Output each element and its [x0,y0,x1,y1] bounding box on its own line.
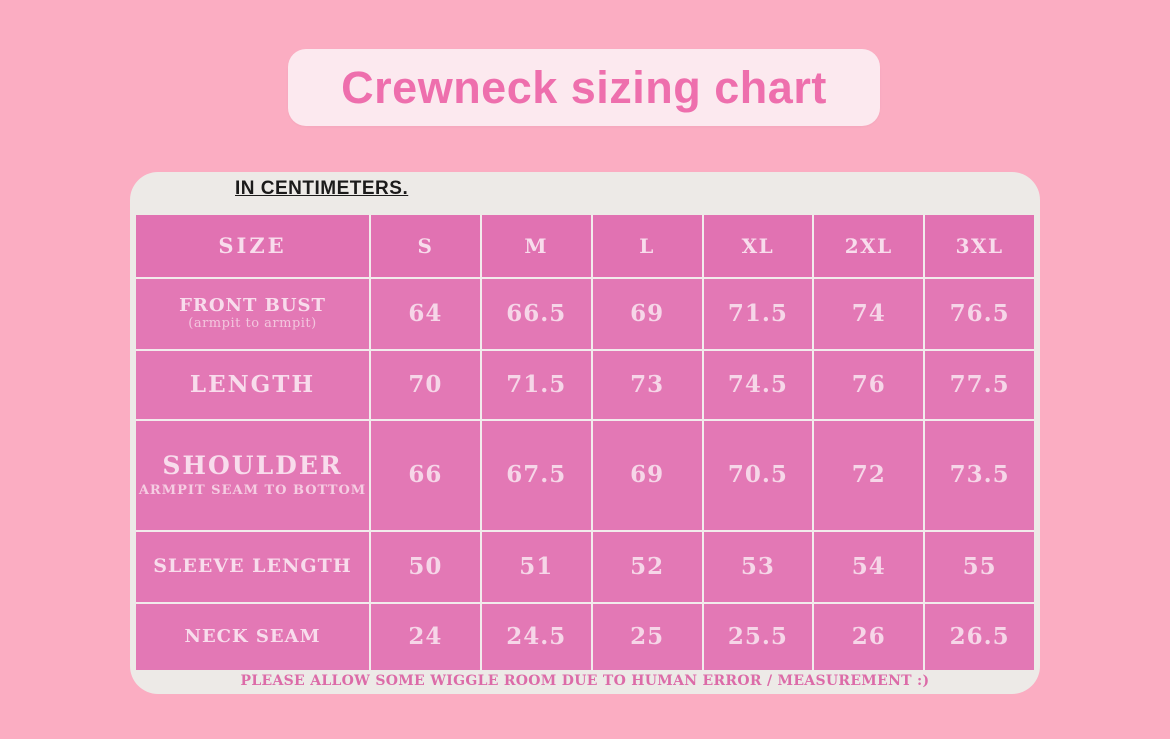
header-cell-l: L [592,215,702,277]
row-label-length: LENGTH [136,351,369,419]
header-cell-size: SIZE [136,215,369,277]
table-cell: 67.5 [481,421,591,530]
table-cell: 66.5 [481,279,591,349]
table-cell: 52 [592,532,702,602]
table-cell: 70 [371,351,480,419]
row-label-sleeve-length: SLEEVE LENGTH [136,532,369,602]
header-cell-2xl: 2XL [814,215,924,277]
header-cell-xl: XL [703,215,813,277]
table-cell: 24 [371,604,480,670]
table-cell: 26.5 [925,604,1034,670]
table-cell: 73.5 [925,421,1034,530]
table-cell: 69 [592,421,702,530]
title-badge: Crewneck sizing chart [288,49,880,126]
row-sublabel-text: ARMPIT SEAM TO BOTTOM [138,482,367,498]
row-label-text: SLEEVE LENGTH [153,555,352,578]
header-cell-m: M [481,215,591,277]
sizing-table: SIZE S M L XL 2XL 3XL FRONT BUST (armpit… [136,215,1034,670]
table-cell: 74 [814,279,924,349]
row-label-text: SHOULDER [162,451,343,481]
table-cell: 53 [703,532,813,602]
table-cell: 71.5 [703,279,813,349]
table-cell: 55 [925,532,1034,602]
row-label-text: LENGTH [189,370,316,398]
table-cell: 24.5 [481,604,591,670]
table-cell: 25 [592,604,702,670]
unit-note: IN CENTIMETERS. [235,178,409,199]
table-cell: 50 [371,532,480,602]
table-cell: 72 [814,421,924,530]
table-cell: 26 [814,604,924,670]
table-cell: 74.5 [703,351,813,419]
row-label-front-bust: FRONT BUST (armpit to armpit) [136,279,369,349]
table-cell: 71.5 [481,351,591,419]
row-label-text: NECK SEAM [184,625,321,647]
table-cell: 64 [371,279,480,349]
row-label-text: FRONT BUST [179,294,326,316]
table-cell: 77.5 [925,351,1034,419]
table-cell: 73 [592,351,702,419]
row-label-neck-seam: NECK SEAM [136,604,369,670]
page-title: Crewneck sizing chart [341,61,827,113]
row-sublabel-text: (armpit to armpit) [188,316,317,332]
header-cell-s: S [371,215,480,277]
table-cell: 76 [814,351,924,419]
table-cell: 25.5 [703,604,813,670]
sizing-chart-card: IN CENTIMETERS. SIZE S M L XL 2XL 3XL FR… [130,172,1040,694]
table-cell: 70.5 [703,421,813,530]
table-cell: 69 [592,279,702,349]
table-cell: 51 [481,532,591,602]
table-cell: 76.5 [925,279,1034,349]
table-cell: 66 [371,421,480,530]
table-cell: 54 [814,532,924,602]
row-label-shoulder: SHOULDER ARMPIT SEAM TO BOTTOM [136,421,369,530]
header-cell-3xl: 3XL [925,215,1034,277]
footer-note: PLEASE ALLOW SOME WIGGLE ROOM DUE TO HUM… [240,673,930,689]
